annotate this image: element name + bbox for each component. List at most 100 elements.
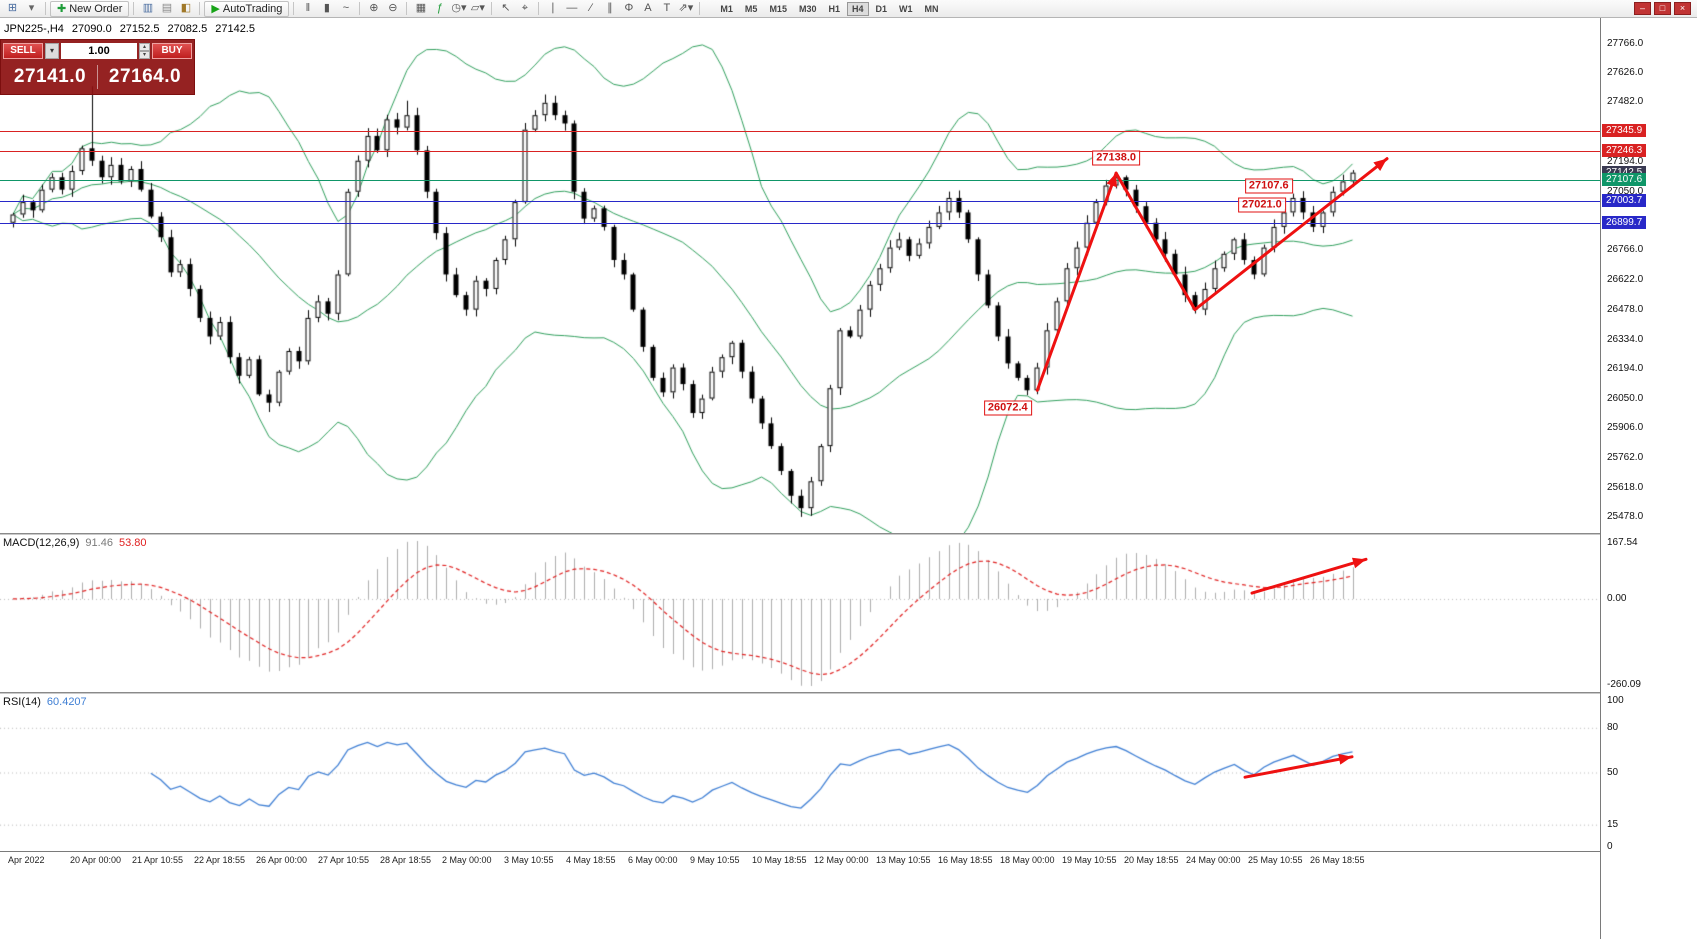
price-tick-label: 27482.0 (1607, 96, 1644, 108)
tile-windows-icon[interactable]: ▦ (415, 2, 427, 14)
autotrading-button[interactable]: ▶ AutoTrading (204, 0, 290, 17)
time-axis[interactable]: Apr 2022 20 Apr 00:00 21 Apr 10:55 22 Apr 1… (0, 851, 1697, 869)
fibonacci-icon[interactable]: Φ (624, 2, 634, 14)
window-close-button[interactable]: × (1674, 2, 1691, 15)
crosshair-icon[interactable]: ⌖ (521, 2, 528, 14)
horizontal-line[interactable] (0, 201, 1600, 203)
horizontal-lines-layer (0, 18, 1600, 533)
timeframe-m15-button[interactable]: M15 (769, 3, 787, 14)
new-order-button-icon: ✚ (57, 3, 67, 15)
chart-area[interactable]: 27138.0 27107.6 27021.0 26072.4 JPN225-,H4 … (0, 18, 1697, 939)
toolbar-separator (491, 2, 493, 15)
sell-button[interactable]: SELL (3, 43, 43, 59)
time-label: 2 May 00:00 (442, 855, 492, 865)
candlestick-chart-icon[interactable]: ▮ (323, 2, 330, 14)
zoom-in-icon[interactable]: ⊕ (369, 2, 379, 14)
time-label: 9 May 10:55 (690, 855, 740, 865)
horizontal-line[interactable] (0, 130, 1600, 132)
price-scale[interactable]: 27766.0 27626.0 27482.0 27194.0 27050.0 26766… (1600, 18, 1697, 939)
price-line-label: 27107.6 (1602, 172, 1647, 186)
volume-dropdown-icon[interactable]: ▾ (45, 43, 59, 59)
zoom-out-icon[interactable]: ⊖ (388, 2, 398, 14)
period-dropdown-icon[interactable]: ◷▾ (451, 2, 467, 14)
rsi-indicator-label: RSI(14) 60.4207 (3, 696, 87, 708)
text-label-icon[interactable]: T (663, 2, 671, 14)
chart-profiles-dropdown-icon[interactable]: ▾ (28, 2, 35, 14)
pane-splitter[interactable] (0, 533, 1697, 535)
data-window-icon[interactable]: ▤ (161, 2, 173, 14)
line-chart-icon[interactable]: ~ (342, 2, 350, 14)
template-dropdown-icon[interactable]: ▱▾ (470, 2, 485, 14)
timeframe-w1-button[interactable]: W1 (899, 3, 913, 14)
macd-pane[interactable]: MACD(12,26,9) 91.46 53.80 (0, 535, 1600, 692)
timeframe-h1-button[interactable]: H1 (828, 3, 840, 14)
volume-input[interactable]: 1.00 (61, 43, 137, 59)
rsi-name: RSI(14) (3, 696, 41, 708)
ohlc-info: JPN225-,H4 27090.0 27152.5 27082.5 27142… (4, 23, 255, 35)
macd-scale-label: 167.54 (1607, 537, 1638, 548)
arrows-icon[interactable]: ⇗▾ (678, 2, 694, 14)
horizontal-line[interactable] (0, 179, 1600, 181)
toolbar-icons-group: ⊞ ▾ ✚ New Order ▥ ▤ ◧ ▶ AutoTrading ‖ ▮ ~ ⊕ ⊖ ▦ ƒ ◷▾ ▱▾ ↖ ⌖… (3, 0, 704, 17)
bar-chart-icon[interactable]: ‖ (305, 2, 311, 14)
pane-splitter[interactable] (0, 692, 1697, 694)
market-watch-icon[interactable]: ▥ (142, 2, 154, 14)
toolbar-separator (538, 2, 540, 15)
price-divider (97, 65, 98, 89)
buy-price[interactable]: 27164.0 (108, 66, 182, 87)
price-line-label: 27345.9 (1602, 123, 1647, 137)
trendline-icon[interactable]: ∕ (589, 2, 592, 14)
text-icon[interactable]: A (644, 2, 652, 14)
toolbar-separator (293, 2, 295, 15)
price-line-label: 26899.7 (1602, 215, 1647, 229)
price-tick-label: 26478.0 (1607, 304, 1644, 316)
timeframe-mn-button[interactable]: MN (924, 3, 939, 14)
window-minimize-button[interactable]: – (1634, 2, 1651, 15)
cursor-icon[interactable]: ↖ (501, 2, 511, 14)
rsi-pane[interactable]: RSI(14) 60.4207 (0, 694, 1600, 851)
timeframe-d1-button[interactable]: D1 (875, 3, 888, 14)
toolbar-separator (359, 2, 361, 15)
macd-chart-canvas[interactable] (0, 535, 1600, 692)
macd-indicator-label: MACD(12,26,9) 91.46 53.80 (3, 537, 146, 549)
sell-price[interactable]: 27141.0 (13, 66, 87, 87)
toolbar: ⊞ ▾ ✚ New Order ▥ ▤ ◧ ▶ AutoTrading ‖ ▮ ~ ⊕ ⊖ ▦ ƒ ◷▾ ▱▾ ↖ ⌖… (0, 0, 1697, 18)
price-tick-label: 26766.0 (1607, 244, 1644, 256)
timeframe-toolbar: M1 M5 M15 M30 H1 H4 D1 W1 MN (714, 1, 944, 16)
horizontal-line[interactable] (0, 151, 1600, 153)
new-order-button[interactable]: ✚ New Order (50, 0, 130, 17)
window-controls: – □ × (1634, 2, 1694, 15)
volume-down-icon[interactable]: ▾ (139, 51, 150, 59)
time-label: 4 May 18:55 (566, 855, 616, 865)
volume-up-icon[interactable]: ▴ (139, 43, 150, 51)
new-chart-icon[interactable]: ⊞ (7, 2, 18, 14)
one-click-trading-panel: SELL ▾ 1.00 ▴ ▾ BUY 27141.0 27164.0 (0, 39, 195, 95)
indicators-icon[interactable]: ƒ (436, 2, 443, 14)
price-tick-label: 25478.0 (1607, 510, 1644, 522)
horizontal-line[interactable] (0, 222, 1600, 224)
time-label: 20 May 18:55 (1124, 855, 1179, 865)
channel-icon[interactable]: ∥ (607, 2, 613, 14)
timeframe-m1-button[interactable]: M1 (720, 3, 733, 14)
buy-button[interactable]: BUY (152, 43, 192, 59)
autotrading-button-label: AutoTrading (222, 2, 283, 15)
main-chart-pane[interactable]: 27138.0 27107.6 27021.0 26072.4 JPN225-,H4 … (0, 18, 1600, 533)
time-label: 28 Apr 18:55 (380, 855, 432, 865)
vertical-line-icon[interactable]: ∣ (550, 2, 556, 14)
timeframe-m5-button[interactable]: M5 (744, 3, 758, 14)
navigator-icon[interactable]: ◧ (180, 2, 192, 14)
toolbar-separator (45, 2, 46, 15)
time-label: 24 May 00:00 (1186, 855, 1241, 865)
macd-main-value: 91.46 (85, 537, 113, 549)
timeframe-m30-button[interactable]: M30 (798, 3, 817, 14)
time-label: 26 Apr 00:00 (256, 855, 308, 865)
rsi-chart-canvas[interactable] (0, 694, 1600, 851)
time-label: 16 May 18:55 (938, 855, 993, 865)
timeframe-h4-button[interactable]: H4 (846, 1, 869, 16)
rsi-scale-label: 100 (1607, 695, 1624, 706)
window-restore-button[interactable]: □ (1654, 2, 1671, 15)
toolbar-separator (406, 2, 408, 15)
horizontal-line-icon[interactable]: ― (566, 2, 578, 14)
time-label: 13 May 10:55 (876, 855, 931, 865)
